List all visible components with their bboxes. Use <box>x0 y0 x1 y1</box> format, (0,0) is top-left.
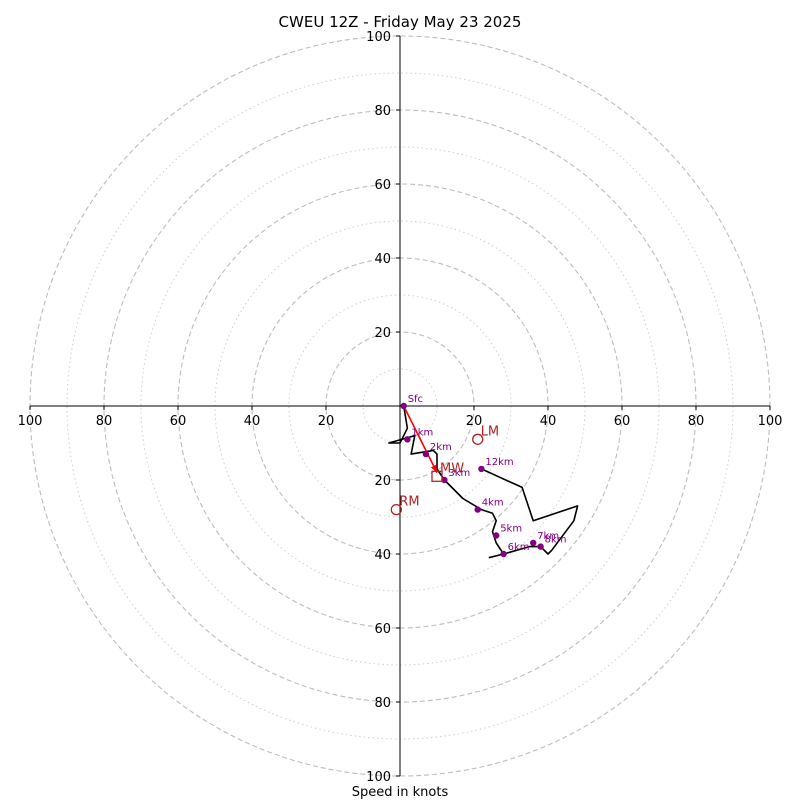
y-tick-label: 20 <box>374 326 391 341</box>
y-tick-label: 100 <box>366 30 391 45</box>
height-point <box>493 532 500 539</box>
height-point-label: 5km <box>500 524 522 535</box>
y-tick-labels: 100 80 60 40 20 20 40 60 80 100 <box>366 30 400 785</box>
x-tick-label: 60 <box>170 414 187 429</box>
storm-motion-label: RM <box>399 495 419 510</box>
storm-motion-group: LM MW RM <box>390 424 499 516</box>
y-tick-label: 60 <box>374 178 391 193</box>
axes <box>30 36 770 776</box>
x-tick-label: 20 <box>318 414 335 429</box>
y-tick-label: 100 <box>366 770 391 785</box>
y-tick-label: 40 <box>374 548 391 563</box>
height-point-label: Sfc <box>408 394 423 405</box>
height-point <box>500 550 507 558</box>
height-point <box>530 539 537 547</box>
height-point <box>478 465 485 473</box>
shear-vector-arrowhead <box>430 464 437 473</box>
storm-motion-marker-circle <box>472 433 484 445</box>
chart-title: CWEU 12Z - Friday May 23 2025 <box>279 13 522 31</box>
y-tick-label: 80 <box>374 104 391 119</box>
y-tick-label: 80 <box>374 696 391 711</box>
x-tick-labels: 100 80 60 40 20 20 40 60 80 100 <box>18 406 783 429</box>
x-tick-label: 80 <box>96 414 113 429</box>
hodograph-trace <box>388 405 579 555</box>
x-tick-label: 100 <box>758 414 783 429</box>
shear-vector-line <box>402 405 438 473</box>
x-tick-label: 20 <box>466 414 483 429</box>
height-point-label: 3km <box>448 468 470 479</box>
x-tick-label: 40 <box>540 414 557 429</box>
height-point <box>537 543 544 550</box>
x-tick-label: 60 <box>614 414 631 429</box>
y-tick-label: 40 <box>374 252 391 267</box>
height-point-label: 8km <box>545 535 567 546</box>
x-axis-label: Speed in knots <box>352 785 449 800</box>
x-tick-label: 100 <box>18 414 43 429</box>
height-point <box>474 506 481 513</box>
height-point-label: 6km <box>508 542 530 553</box>
y-tick-label: 20 <box>374 474 391 489</box>
y-tick-label: 60 <box>374 622 391 637</box>
height-point <box>441 476 448 484</box>
height-point-label: 12km <box>485 457 513 468</box>
storm-motion-marker-square <box>431 470 443 482</box>
x-tick-label: 80 <box>688 414 705 429</box>
height-point-label: 4km <box>482 498 504 509</box>
height-point-label: 7km <box>537 531 559 542</box>
height-point-label: 2km <box>430 442 452 453</box>
height-point <box>404 436 411 443</box>
storm-motion-label: MW <box>440 461 464 476</box>
height-point <box>422 450 430 458</box>
shear-vector-group <box>402 405 438 473</box>
height-point-label: 1km <box>411 427 433 438</box>
x-tick-label: 40 <box>244 414 261 429</box>
height-point <box>400 402 407 410</box>
storm-motion-label: LM <box>481 424 499 439</box>
storm-motion-marker-circle <box>390 503 402 516</box>
